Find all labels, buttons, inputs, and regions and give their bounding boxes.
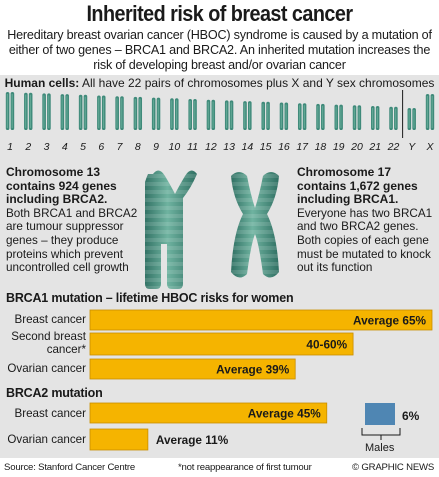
bar-brca2-0: [89, 402, 328, 424]
human-cells-caption: Human cells: All have 22 pairs of chromo…: [0, 76, 439, 90]
chromosome-pair-4: [60, 94, 69, 130]
bar-label-brca2-1: Average 11%: [156, 433, 229, 447]
chromosome-pair-15: [261, 101, 270, 130]
chromosome-pair-1: [5, 92, 15, 130]
chromosome-label-3: 3: [44, 141, 50, 153]
chromosome-label-7: 7: [117, 141, 124, 153]
bar-label-brca2-0: Average 45%: [248, 406, 322, 420]
chromosome-label-14: 14: [242, 141, 254, 153]
chromosome-pair-21: [371, 106, 380, 130]
males-legend-value: 6%: [402, 409, 420, 423]
brca2-category-breast: Breast cancer: [14, 407, 86, 420]
chromosome-label-21: 21: [368, 141, 381, 153]
chromosome-label-15: 15: [260, 141, 272, 153]
chromosome-pair-8: [133, 96, 143, 130]
chromosome-label-13: 13: [223, 141, 235, 153]
chromosome-label-16: 16: [278, 141, 290, 153]
chromosome-pair-17: [297, 103, 307, 130]
bar-label-brca1-1: 40-60%: [306, 337, 347, 351]
intro-text: Hereditary breast ovarian cancer (HBOC) …: [7, 28, 432, 72]
males-legend-bracket: [361, 428, 401, 440]
chromosome-pair-5: [78, 94, 88, 130]
chromosome-label-11: 11: [187, 141, 198, 153]
chromosome-label-Y: Y: [408, 141, 416, 153]
chromosome-label-5: 5: [80, 141, 86, 153]
chromosome-label-12: 12: [205, 141, 217, 153]
chromosome-label-6: 6: [98, 141, 104, 153]
chromosome-label-9: 9: [153, 141, 159, 153]
chromosome17-body: Everyone has two BRCA1 and two BRCA2 gen…: [297, 206, 433, 275]
footnote: *not reappearance of first tumour: [178, 462, 312, 473]
chart-title: Inherited risk of breast cancer: [86, 1, 353, 26]
chromosome-pair-19: [334, 104, 343, 130]
chromosome-pair-3: [42, 93, 51, 130]
brca1-category-ovarian: Ovarian cancer: [7, 362, 86, 375]
bar-label-brca1-0: Average 65%: [353, 313, 427, 327]
chromosome-label-10: 10: [169, 141, 181, 153]
chromosome13-illustration: [145, 170, 197, 289]
content-panel: [0, 75, 439, 458]
males-legend-label: Males: [365, 442, 395, 454]
chromosome-label-2: 2: [24, 141, 31, 153]
chromosome-pair-11: [188, 99, 197, 130]
chromosome-row: 1 2 3 4 5 6 7 8 9 10 11 12 13 14 15 16 17 18 19 20 21 22 Y X: [5, 90, 435, 153]
chromosome-pair-7: [115, 96, 124, 130]
chromosome-label-19: 19: [333, 141, 345, 153]
chromosome-pair-16: [279, 102, 289, 130]
chromosome-pair-20: [352, 105, 362, 130]
brca2-chart-title: BRCA2 mutation: [6, 386, 103, 400]
brca1-category-breast: Breast cancer: [14, 313, 86, 326]
bar-brca1-1: [89, 332, 354, 356]
chromosome13-body: Both BRCA1 and BRCA2 are tumour suppress…: [6, 206, 138, 275]
brca1-chart-title: BRCA1 mutation – lifetime HBOC risks for…: [6, 291, 294, 305]
large-chromosomes-illustration: [145, 170, 279, 289]
chromosome-label-8: 8: [135, 141, 141, 153]
chromosome-pair-13: [224, 100, 234, 130]
human-cells-text: All have 22 pairs of chromosomes plus X …: [81, 76, 435, 90]
chromosome-pair-9: [151, 97, 161, 130]
chromosome17-illustration: [231, 172, 279, 278]
males-legend-swatch: [365, 403, 395, 425]
brca1-category-second: Second breast cancer*: [11, 330, 86, 356]
chromosome-pair-2: [24, 92, 33, 130]
chromosome-pair-X: [425, 94, 435, 130]
chromosome-pair-14: [243, 101, 252, 130]
bar-brca1-0: [89, 309, 433, 331]
chromosome-label-4: 4: [62, 141, 68, 153]
chromosome-label-1: 1: [7, 141, 13, 153]
chromosome-pair-Y: [407, 108, 416, 130]
chromosome-label-22: 22: [387, 141, 400, 153]
source-note: Source: Stanford Cancer Centre: [4, 462, 136, 473]
chromosome13-heading: Chromosome 13 contains 924 genes includi…: [6, 165, 117, 207]
chromosome-pair-6: [97, 95, 106, 130]
credit: © GRAPHIC NEWS: [352, 462, 435, 473]
brca2-category-ovarian: Ovarian cancer: [7, 433, 86, 446]
chromosome-label-18: 18: [315, 141, 327, 153]
chromosome17-info: Chromosome 17 contains 1,672 genes inclu…: [297, 165, 435, 275]
chromosome-label-X: X: [425, 141, 434, 153]
chromosome-pair-22: [389, 106, 398, 130]
human-cells-label: Human cells:: [4, 76, 80, 90]
chromosome-pair-12: [206, 99, 216, 130]
chromosome-label-17: 17: [296, 141, 309, 153]
chromosome13-info: Chromosome 13 contains 924 genes includi…: [6, 165, 146, 275]
bar-brca2-1: [89, 428, 149, 451]
chromosome-pair-18: [316, 103, 325, 130]
bar-brca1-2: [89, 358, 296, 380]
chromosome17-heading: Chromosome 17 contains 1,672 genes inclu…: [297, 165, 418, 207]
bar-label-brca1-2: Average 39%: [216, 362, 290, 376]
chromosome-pair-10: [170, 98, 179, 130]
chromosome-label-20: 20: [350, 141, 363, 153]
